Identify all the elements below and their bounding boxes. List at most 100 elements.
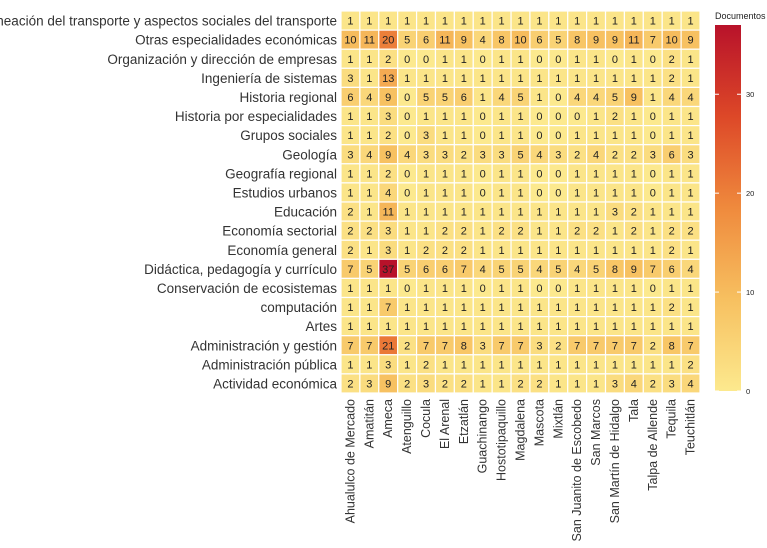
cell-value: 1 bbox=[423, 16, 429, 28]
cell-value: 2 bbox=[517, 378, 523, 390]
row-label: Didáctica, pedagogía y currículo bbox=[144, 262, 337, 277]
legend-tick-label: 30 bbox=[746, 90, 754, 99]
cell-value: 1 bbox=[687, 16, 693, 28]
column-label: San Martín de Hidalgo bbox=[608, 399, 622, 523]
cell-value: 1 bbox=[669, 168, 675, 180]
cell-value: 6 bbox=[536, 35, 542, 47]
cell-value: 9 bbox=[385, 92, 391, 104]
cell-value: 0 bbox=[650, 168, 656, 180]
cell-value: 1 bbox=[517, 130, 523, 142]
cell-value: 0 bbox=[480, 187, 486, 199]
cell-value: 1 bbox=[347, 321, 353, 333]
cell-value: 0 bbox=[536, 168, 542, 180]
cell-value: 0 bbox=[480, 54, 486, 66]
cell-value: 1 bbox=[442, 16, 448, 28]
cell-value: 5 bbox=[517, 92, 523, 104]
column-label: Mascota bbox=[532, 399, 546, 446]
cell-value: 1 bbox=[404, 73, 410, 85]
cell-value: 8 bbox=[461, 340, 467, 352]
cell-value: 5 bbox=[404, 35, 410, 47]
cell-value: 2 bbox=[555, 340, 561, 352]
cell-value: 2 bbox=[593, 226, 599, 238]
cell-value: 7 bbox=[347, 264, 353, 276]
cell-value: 10 bbox=[514, 35, 526, 47]
cell-value: 9 bbox=[385, 149, 391, 161]
cell-value: 1 bbox=[593, 302, 599, 314]
cell-value: 1 bbox=[574, 54, 580, 66]
cell-value: 1 bbox=[366, 187, 372, 199]
cell-value: 7 bbox=[461, 264, 467, 276]
cell-value: 4 bbox=[404, 149, 410, 161]
cell-value: 1 bbox=[480, 73, 486, 85]
cell-value: 1 bbox=[423, 302, 429, 314]
cell-value: 1 bbox=[631, 54, 637, 66]
cell-value: 1 bbox=[687, 207, 693, 219]
cell-value: 7 bbox=[499, 340, 505, 352]
cell-value: 1 bbox=[612, 245, 618, 257]
cell-value: 2 bbox=[366, 226, 372, 238]
cell-value: 1 bbox=[669, 359, 675, 371]
cell-value: 1 bbox=[574, 16, 580, 28]
cell-value: 1 bbox=[650, 359, 656, 371]
cell-value: 1 bbox=[631, 302, 637, 314]
cell-value: 4 bbox=[669, 92, 675, 104]
cell-value: 1 bbox=[687, 302, 693, 314]
cell-value: 1 bbox=[499, 283, 505, 295]
cell-value: 2 bbox=[385, 54, 391, 66]
cell-value: 1 bbox=[442, 283, 448, 295]
cell-value: 1 bbox=[366, 283, 372, 295]
cell-value: 1 bbox=[555, 207, 561, 219]
cell-value: 1 bbox=[574, 187, 580, 199]
row-label: computación bbox=[260, 300, 337, 315]
cell-value: 1 bbox=[536, 245, 542, 257]
cell-value: 9 bbox=[385, 378, 391, 390]
cell-value: 1 bbox=[593, 359, 599, 371]
cell-value: 2 bbox=[461, 245, 467, 257]
cell-value: 2 bbox=[631, 207, 637, 219]
cell-value: 2 bbox=[442, 226, 448, 238]
cell-value: 1 bbox=[442, 54, 448, 66]
column-label: Tala bbox=[627, 399, 641, 422]
cell-value: 1 bbox=[442, 359, 448, 371]
cell-value: 0 bbox=[536, 187, 542, 199]
cell-value: 1 bbox=[536, 226, 542, 238]
cell-value: 4 bbox=[631, 378, 637, 390]
row-label: Artes bbox=[305, 319, 337, 334]
cell-value: 1 bbox=[669, 321, 675, 333]
cell-value: 0 bbox=[480, 130, 486, 142]
cell-value: 1 bbox=[366, 73, 372, 85]
cell-value: 2 bbox=[385, 168, 391, 180]
cell-value: 1 bbox=[574, 73, 580, 85]
cell-value: 4 bbox=[366, 149, 372, 161]
cell-value: 7 bbox=[650, 35, 656, 47]
cell-value: 4 bbox=[574, 92, 580, 104]
cell-value: 5 bbox=[555, 264, 561, 276]
cell-value: 1 bbox=[669, 283, 675, 295]
cell-value: 20 bbox=[382, 35, 394, 47]
cell-value: 1 bbox=[461, 168, 467, 180]
cell-value: 1 bbox=[612, 283, 618, 295]
cell-value: 1 bbox=[499, 54, 505, 66]
cell-value: 1 bbox=[461, 359, 467, 371]
cell-value: 4 bbox=[687, 92, 693, 104]
cell-value: 2 bbox=[669, 226, 675, 238]
cell-value: 0 bbox=[404, 283, 410, 295]
column-label: Guachinango bbox=[476, 399, 490, 473]
cell-value: 1 bbox=[366, 359, 372, 371]
cell-value: 1 bbox=[574, 359, 580, 371]
cell-value: 7 bbox=[574, 340, 580, 352]
cell-value: 5 bbox=[366, 264, 372, 276]
cell-value: 11 bbox=[383, 207, 394, 219]
cell-value: 0 bbox=[404, 130, 410, 142]
cell-value: 0 bbox=[650, 130, 656, 142]
cell-value: 1 bbox=[404, 359, 410, 371]
cell-value: 1 bbox=[574, 378, 580, 390]
cell-value: 1 bbox=[442, 130, 448, 142]
cell-value: 1 bbox=[461, 16, 467, 28]
cell-value: 3 bbox=[347, 149, 353, 161]
cell-value: 1 bbox=[555, 16, 561, 28]
cell-value: 1 bbox=[423, 226, 429, 238]
legend-title: Documentos bbox=[715, 11, 766, 21]
cell-value: 1 bbox=[366, 321, 372, 333]
cell-value: 3 bbox=[385, 111, 391, 123]
